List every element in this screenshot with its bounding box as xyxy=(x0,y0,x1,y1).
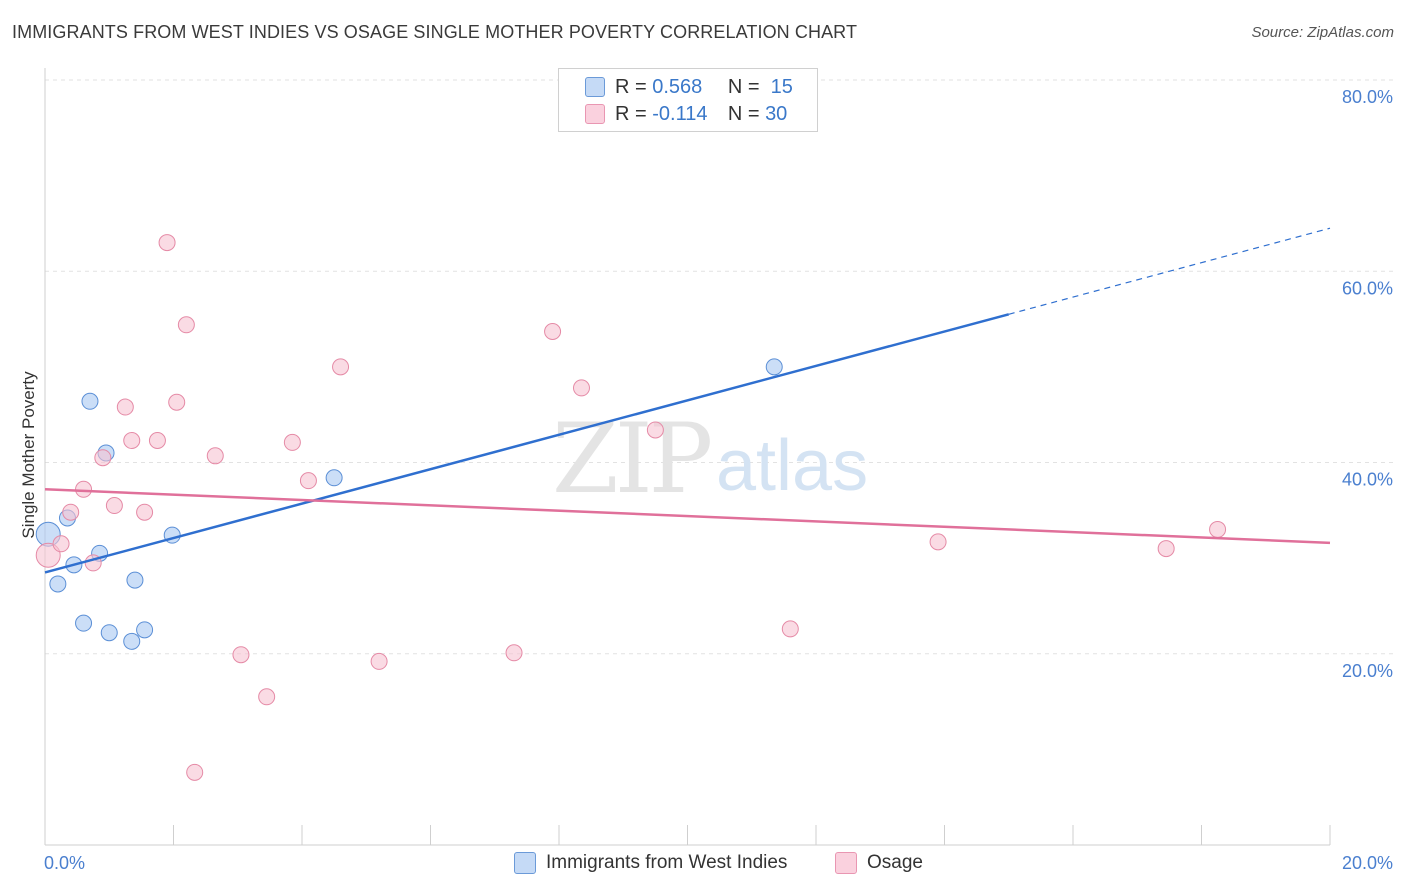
osage-point xyxy=(646,421,664,439)
legend-r-label: R = xyxy=(615,102,647,125)
west-indies-trend-line xyxy=(44,313,1010,574)
trend-lines xyxy=(44,227,1331,574)
bottom-legend-label: Osage xyxy=(867,852,923,873)
legend-row-west-indies: R = 0.568 N = 15 xyxy=(585,75,793,99)
legend-r-label: R = xyxy=(615,75,647,98)
osage-trend-line xyxy=(44,488,1331,545)
y-tick-label: 40.0% xyxy=(1342,470,1393,490)
osage-point xyxy=(168,393,186,411)
bottom-legend-west-indies: Immigrants from West Indies xyxy=(514,852,787,874)
legend-row-osage: R = -0.114 N = 30 xyxy=(585,102,787,126)
osage-point xyxy=(544,322,562,340)
osage-point xyxy=(370,652,388,670)
west-indies-point xyxy=(100,624,118,642)
osage-point xyxy=(177,316,195,334)
osage-point xyxy=(572,379,590,397)
bottom-legend-label: Immigrants from West Indies xyxy=(546,852,788,873)
west-indies-point xyxy=(49,575,67,593)
west-indies-point xyxy=(765,358,783,376)
west-indies-trend-extension xyxy=(1008,227,1331,315)
legend-r-value: 0.568 xyxy=(652,75,703,98)
osage-point xyxy=(158,234,176,252)
osage-point xyxy=(62,503,80,521)
osage-point xyxy=(123,432,141,450)
osage-point xyxy=(232,646,250,664)
osage-point xyxy=(283,433,301,451)
west-indies-point xyxy=(75,614,93,632)
legend-r-value: -0.114 xyxy=(652,102,708,125)
stats-legend: R = 0.568 N = 15 R = -0.114 N = 30 xyxy=(558,68,818,132)
watermark-zip: ZIP xyxy=(552,403,711,515)
watermark-atlas: atlas xyxy=(716,426,868,506)
axes xyxy=(44,68,1331,846)
points xyxy=(35,234,1227,781)
y-tick-label: 60.0% xyxy=(1342,278,1393,298)
west-indies-point xyxy=(126,571,144,589)
osage-point xyxy=(781,620,799,638)
west-indies-point xyxy=(81,392,99,410)
tick-labels: 20.0% 40.0% 60.0% 80.0% 0.0% 20.0% xyxy=(44,87,1393,873)
bottom-legend-osage: Osage xyxy=(835,852,923,874)
x-tick-label: 20.0% xyxy=(1342,853,1393,873)
osage-point xyxy=(105,497,123,515)
legend-n-label: N = xyxy=(727,75,760,98)
legend-n-value: 30 xyxy=(765,102,788,125)
west-indies-point xyxy=(325,469,343,487)
x-tick-label: 0.0% xyxy=(44,853,85,873)
osage-point xyxy=(929,533,947,551)
osage-point xyxy=(116,398,134,416)
legend-swatch-pink xyxy=(585,104,605,124)
osage-point xyxy=(186,763,204,781)
y-tick-label: 80.0% xyxy=(1342,87,1393,107)
osage-point xyxy=(75,480,93,498)
bottom-legend-swatch-pink xyxy=(835,852,857,874)
osage-point xyxy=(52,535,70,553)
source-label: Source: ZipAtlas.com xyxy=(1251,24,1394,41)
bottom-legend-swatch-blue xyxy=(514,852,536,874)
osage-point xyxy=(94,449,112,467)
legend-n-label: N = xyxy=(727,102,760,125)
watermark: ZIP atlas xyxy=(552,403,868,515)
osage-point xyxy=(505,644,523,662)
osage-point xyxy=(258,688,276,706)
west-indies-point xyxy=(123,632,141,650)
chart-title: IMMIGRANTS FROM WEST INDIES VS OSAGE SIN… xyxy=(12,22,858,42)
osage-point xyxy=(206,447,224,465)
grid xyxy=(45,79,1395,655)
osage-point xyxy=(1157,540,1175,558)
legend-swatch-blue xyxy=(585,77,605,97)
osage-point xyxy=(35,542,61,568)
osage-point xyxy=(332,358,350,376)
osage-point xyxy=(1209,520,1227,538)
osage-point xyxy=(299,472,317,490)
y-axis-title: Single Mother Poverty xyxy=(19,371,38,539)
osage-point xyxy=(136,503,154,521)
osage-point xyxy=(148,432,166,450)
legend-n-value: 15 xyxy=(770,75,793,98)
west-indies-point xyxy=(136,621,154,639)
y-tick-label: 20.0% xyxy=(1342,661,1393,681)
